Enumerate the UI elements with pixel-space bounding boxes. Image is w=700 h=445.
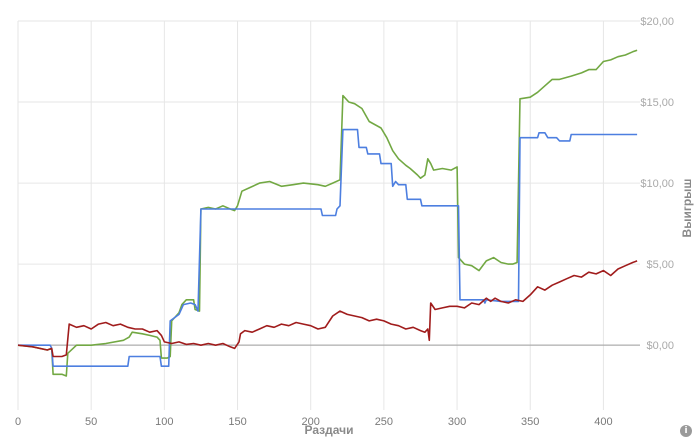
x-axis-ticks: 0 50 100 150 200 250 300 350 400 [15,416,613,428]
y-tick-label: $0,00 [646,340,674,352]
y-tick-label: $15,00 [640,97,674,109]
x-axis-title: Раздачи [305,423,354,437]
x-tick-label: 200 [302,416,320,428]
x-tick-label: 250 [375,416,393,428]
x-tick-label: 0 [15,416,21,428]
x-tick-label: 350 [521,416,539,428]
y-axis-title: Выигрыш [680,179,694,238]
series-line-3 [17,260,638,358]
x-tick-label: 300 [448,416,466,428]
series-line-2 [18,128,638,367]
y-tick-label: $20,00 [640,16,674,28]
y-axis-ticks: $0,00 $5,00 $10,00 $15,00 $20,00 [640,16,674,352]
series-line-1 [17,49,638,377]
x-tick-label: 100 [155,416,173,428]
y-tick-label: $10,00 [640,178,674,190]
y-tick-label: $5,00 [646,259,674,271]
grid-layer [17,20,640,410]
series-layer [17,49,638,377]
info-icon[interactable]: i [680,425,692,437]
x-tick-label: 50 [85,416,97,428]
x-tick-label: 400 [594,416,612,428]
x-tick-label: 150 [228,416,246,428]
